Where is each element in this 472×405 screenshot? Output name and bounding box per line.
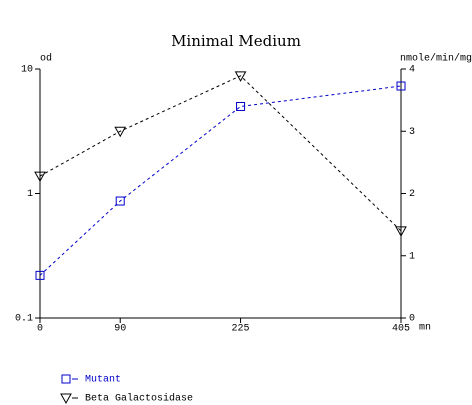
legend-marker [61, 374, 71, 384]
y-tick-label: 1 [27, 189, 33, 200]
marker [234, 71, 247, 82]
marker [395, 226, 407, 237]
marker [115, 196, 125, 206]
y2-axis-label: nmole/min/mg [400, 53, 472, 65]
marker [35, 270, 45, 280]
marker [236, 101, 246, 111]
legend-label: Mutant [85, 375, 121, 386]
x-axis-label: mn [419, 323, 431, 334]
legend-label: Beta Galactosidase [85, 393, 193, 405]
x-tick-label: 405 [392, 324, 410, 335]
x-tick-label: 225 [232, 324, 250, 335]
marker [114, 126, 127, 138]
y-tick-label: 10 [21, 65, 33, 76]
y-axis-label: od [40, 53, 52, 65]
y2-tick-label: 1 [409, 251, 415, 262]
y2-tick-label: 3 [409, 127, 415, 138]
marker [34, 171, 46, 183]
y2-tick-label: 0 [409, 314, 415, 325]
x-tick-label: 90 [114, 324, 126, 335]
y-tick-label: 0.1 [15, 314, 33, 325]
x-tick-label: 0 [37, 324, 43, 335]
legend-marker [60, 393, 72, 405]
series-line [39, 75, 402, 232]
marker [396, 81, 406, 91]
chart-title: Minimal Medium [171, 32, 301, 50]
series-line [39, 85, 402, 276]
y2-tick-label: 4 [409, 65, 415, 76]
y2-tick-label: 2 [409, 189, 415, 200]
